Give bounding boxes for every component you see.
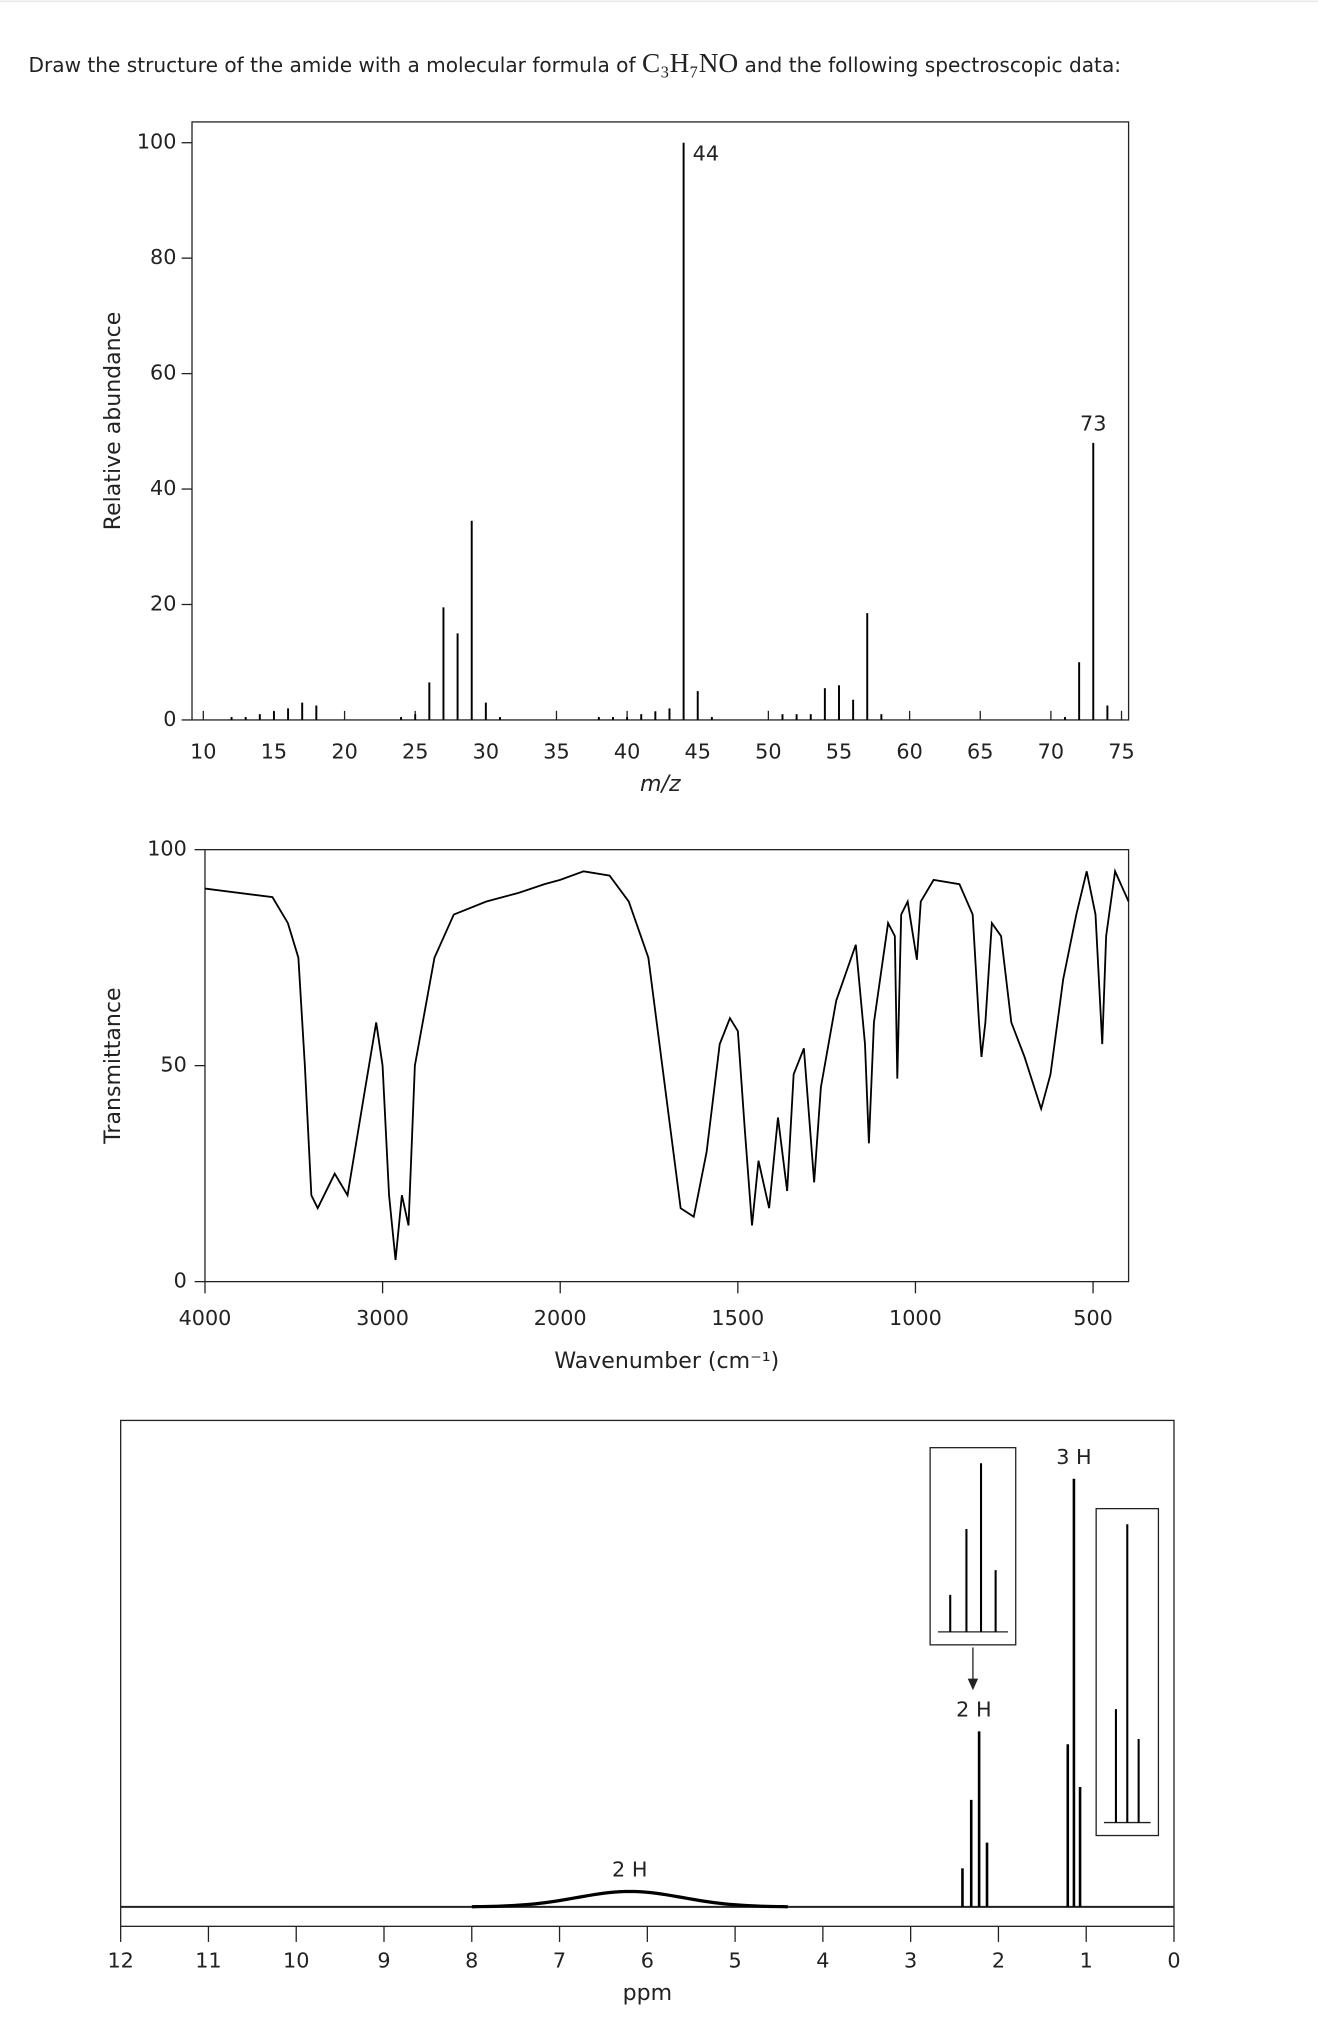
question: Draw the structure of the amide with a m… bbox=[29, 48, 1121, 78]
x-tick-label: 65 bbox=[967, 739, 993, 763]
y-tick-label: 60 bbox=[150, 361, 176, 385]
x-tick-label: 75 bbox=[1108, 739, 1134, 763]
question-text-after: and the following spectroscopic data: bbox=[745, 53, 1122, 77]
x-tick-label: 5 bbox=[729, 1948, 742, 1972]
peak-label: 73 bbox=[1080, 412, 1106, 436]
x-tick-label: 7 bbox=[553, 1948, 566, 1972]
y-tick-label: 100 bbox=[137, 130, 177, 154]
x-tick-label: 15 bbox=[261, 739, 287, 763]
x-tick-label: 40 bbox=[614, 739, 640, 763]
x-tick-label: 45 bbox=[685, 739, 711, 763]
y-axis-label: Transmittance bbox=[101, 987, 126, 1144]
x-tick-label: 9 bbox=[377, 1948, 390, 1972]
x-tick-label: 500 bbox=[1073, 1306, 1113, 1330]
x-tick-label: 20 bbox=[331, 739, 357, 763]
x-tick-label: 2000 bbox=[534, 1306, 587, 1330]
x-tick-label: 4000 bbox=[179, 1306, 232, 1330]
y-tick-label: 40 bbox=[150, 476, 176, 500]
x-tick-label: 10 bbox=[190, 739, 216, 763]
x-tick-label: 55 bbox=[826, 739, 852, 763]
x-tick-label: 11 bbox=[195, 1948, 221, 1972]
x-tick-label: 4 bbox=[816, 1948, 829, 1972]
x-tick-label: 1500 bbox=[711, 1306, 764, 1330]
x-axis-label: m/z bbox=[640, 772, 681, 797]
y-tick-label: 0 bbox=[174, 1269, 187, 1293]
spectrum-line bbox=[204, 868, 1130, 1261]
integration-label: 3 H bbox=[1056, 1445, 1091, 1469]
x-tick-label: 60 bbox=[896, 739, 922, 763]
y-tick-label: 20 bbox=[150, 591, 176, 615]
y-tick-label: 80 bbox=[150, 245, 176, 269]
x-tick-label: 50 bbox=[755, 739, 781, 763]
x-tick-label: 10 bbox=[283, 1948, 309, 1972]
integration-label: 2 H bbox=[956, 1698, 991, 1722]
formula: C₃H₇NO bbox=[642, 48, 738, 78]
x-axis-label: ppm bbox=[623, 1981, 672, 2006]
x-tick-label: 25 bbox=[402, 739, 428, 763]
y-tick-label: 100 bbox=[147, 837, 187, 861]
x-tick-label: 1 bbox=[1080, 1948, 1093, 1972]
ms-frame bbox=[191, 121, 1130, 721]
x-tick-label: 0 bbox=[1167, 1948, 1180, 1972]
x-tick-label: 12 bbox=[107, 1948, 133, 1972]
y-tick-label: 50 bbox=[160, 1053, 186, 1077]
x-tick-label: 2 bbox=[992, 1948, 1005, 1972]
nmr-inset-frame bbox=[929, 1447, 1017, 1646]
x-axis-label: Wavenumber (cm⁻¹) bbox=[554, 1349, 779, 1374]
inset-arrowhead bbox=[967, 1678, 979, 1691]
nmr-inset-frame bbox=[1095, 1507, 1160, 1837]
peak-label: 44 bbox=[693, 141, 719, 165]
broad-peak bbox=[471, 1889, 788, 1909]
x-tick-label: 1000 bbox=[889, 1306, 942, 1330]
x-tick-label: 3000 bbox=[356, 1306, 409, 1330]
y-tick-label: 0 bbox=[163, 707, 176, 731]
x-tick-label: 8 bbox=[465, 1948, 478, 1972]
x-tick-label: 35 bbox=[543, 739, 569, 763]
x-tick-label: 3 bbox=[904, 1948, 917, 1972]
x-tick-label: 6 bbox=[641, 1948, 654, 1972]
integration-label: 2 H bbox=[612, 1858, 647, 1882]
x-tick-label: 70 bbox=[1038, 739, 1064, 763]
question-text: Draw the structure of the amide with a m… bbox=[29, 53, 637, 77]
y-axis-label: Relative abundance bbox=[101, 312, 126, 531]
x-tick-label: 30 bbox=[473, 739, 499, 763]
